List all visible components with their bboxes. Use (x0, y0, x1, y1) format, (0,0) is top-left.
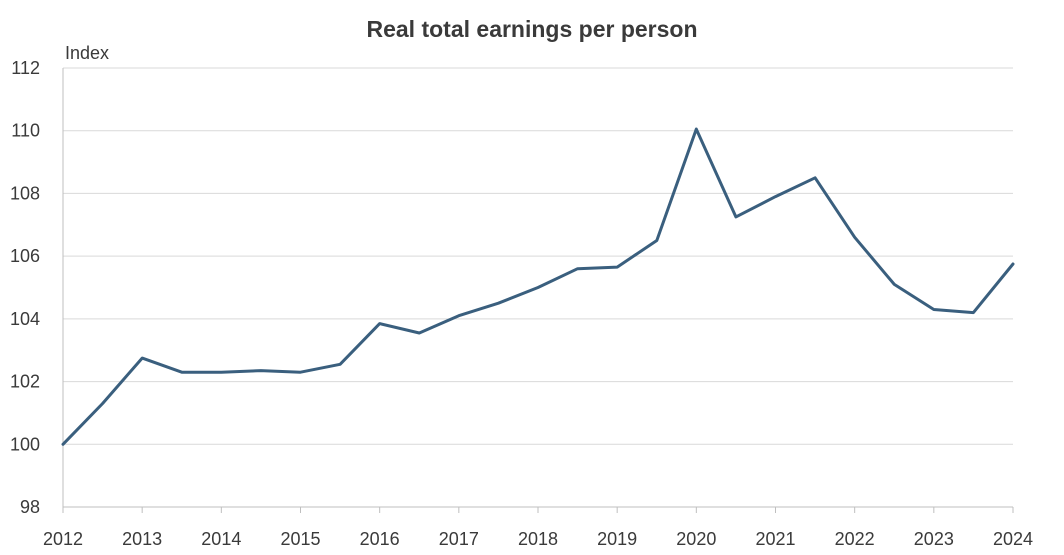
x-tick-label: 2014 (201, 529, 241, 549)
x-tick-label: 2018 (518, 529, 558, 549)
x-tick-label: 2021 (755, 529, 795, 549)
y-tick-label: 98 (20, 497, 40, 517)
x-tick-label: 2012 (43, 529, 83, 549)
x-tick-label: 2020 (676, 529, 716, 549)
y-tick-label: 104 (10, 309, 40, 329)
x-tick-label: 2023 (914, 529, 954, 549)
x-tick-label: 2013 (122, 529, 162, 549)
y-tick-label: 108 (10, 183, 40, 203)
x-tick-label: 2015 (280, 529, 320, 549)
x-tick-label: 2019 (597, 529, 637, 549)
y-axis-unit-label: Index (65, 43, 109, 63)
y-tick-label: 112 (11, 58, 40, 78)
x-tick-label: 2017 (439, 529, 479, 549)
y-tick-label: 102 (10, 372, 40, 392)
axes (62, 68, 1014, 513)
gridlines (63, 67, 1013, 445)
y-tick-label: 110 (11, 121, 40, 141)
y-tick-label: 100 (10, 434, 40, 454)
y-tick-label: 106 (10, 246, 40, 266)
y-axis-ticks: 98 100 102 104 106 108 110 112 (10, 58, 40, 517)
x-axis-ticks: 2012 2013 2014 2015 2016 2017 2018 2019 2020 2021… (43, 529, 1033, 549)
chart-title: Real total earnings per person (366, 16, 697, 42)
x-tick-label: 2016 (360, 529, 400, 549)
series-layer (61, 127, 1015, 446)
x-tick-label: 2022 (835, 529, 875, 549)
x-tick-label: 2024 (993, 529, 1033, 549)
series-line (61, 127, 1015, 446)
